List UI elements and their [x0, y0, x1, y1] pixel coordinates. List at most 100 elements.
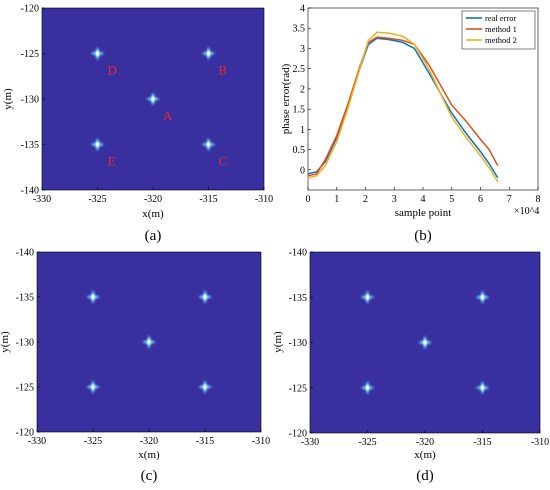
panel-c-ylabel: y(m) [0, 331, 11, 353]
y-tick-label: 4 [300, 4, 305, 15]
panel-a-marks: D B A E C [88, 44, 228, 169]
legend-label-method-2: method 2 [485, 35, 517, 45]
series-line-real-error [307, 37, 499, 179]
panel-a-xlabel: x(m) [142, 208, 164, 220]
x-tick-label: 0 [306, 194, 311, 205]
y-tick-label: 2.5 [293, 64, 306, 75]
peak-core [480, 295, 485, 299]
peak-core [365, 386, 370, 390]
panel-b-caption: (b) [414, 228, 432, 244]
peak-core [91, 385, 95, 389]
peak-4 [473, 378, 492, 397]
peak-core [206, 51, 211, 56]
y-tick-label: 0.5 [293, 145, 306, 156]
legend-label-method-1: method 1 [485, 24, 517, 34]
x-tick-label: 5 [449, 194, 454, 205]
panel-b-lines [307, 31, 499, 183]
panel-a-caption: (a) [145, 228, 162, 244]
panel-b-x-multiplier: ×10^4 [514, 206, 539, 217]
x-tick-label: -315 [199, 194, 217, 205]
x-tick-label: -320 [416, 437, 434, 448]
peak-core [147, 340, 151, 344]
y-tick-label: -130 [21, 95, 39, 106]
panel-a-ylabel: y(m) [2, 88, 14, 110]
y-tick-label: 1 [300, 125, 305, 136]
peak-2 [140, 333, 158, 351]
x-tick-label: -310 [531, 437, 549, 448]
peak-core [480, 386, 485, 390]
y-tick-label: -135 [16, 293, 34, 304]
x-tick-label: -325 [358, 437, 376, 448]
panel-b-legend: real error method 1 method 2 [461, 10, 536, 50]
panel-b: 0 1 2 3 4 5 6 7 800.511.522.533.54 sample point … [280, 4, 541, 245]
y-tick-label: 0 [300, 165, 305, 176]
peak-core [423, 340, 427, 345]
panel-d-xlabel: x(m) [414, 449, 436, 461]
peak-1 [196, 288, 214, 306]
peak-core [151, 97, 155, 101]
y-tick-label: -120 [21, 4, 39, 15]
series-line-method-1 [307, 36, 499, 177]
panel-c-xlabel: x(m) [138, 449, 160, 461]
x-tick-label: 1 [334, 194, 339, 205]
y-tick-label: 3.5 [293, 24, 306, 35]
series-line-method-2 [307, 31, 499, 183]
panel-d-marks [358, 288, 492, 397]
y-tick-label: -140 [16, 248, 34, 259]
point-label-b: B [219, 63, 228, 78]
peak-0 [84, 288, 102, 306]
x-tick-label: -320 [144, 194, 162, 205]
x-tick-label: 8 [536, 194, 541, 205]
peak-core [95, 51, 100, 56]
panel-c: -330 -325 -320 -315 -310 -140 -135 -130 -125 -120… [0, 248, 270, 485]
peak-b [199, 44, 218, 63]
peak-3 [358, 378, 377, 397]
x-tick-label: -315 [196, 436, 214, 447]
peak-a [144, 90, 162, 108]
peak-2 [416, 333, 434, 352]
peak-core [365, 295, 370, 299]
panel-a: D B A E C -330 -325 -320 -315 -310 -120 -125 -130 -1… [2, 4, 273, 245]
peak-core [203, 385, 207, 389]
peak-e [88, 135, 107, 154]
peak-core [203, 295, 207, 299]
point-label-d: D [108, 63, 117, 78]
y-tick-label: -140 [21, 186, 39, 197]
y-tick-label: -125 [16, 383, 34, 394]
x-tick-label: -310 [252, 436, 270, 447]
x-tick-label: -320 [140, 436, 158, 447]
peak-1 [473, 288, 492, 307]
y-tick-label: -125 [21, 49, 39, 60]
panel-d-ticks: -330 -325 -320 -315 -310 -140 -135 -130 -125 -120 [289, 248, 550, 449]
peak-0 [358, 288, 377, 307]
y-tick-label: -140 [289, 248, 307, 259]
panel-c-marks [84, 288, 214, 396]
peak-4 [196, 378, 214, 396]
x-tick-label: -315 [473, 437, 491, 448]
peak-core [206, 142, 211, 147]
x-tick-label: -325 [84, 436, 102, 447]
peak-d [88, 44, 107, 63]
panel-d: -330 -325 -320 -315 -310 -140 -135 -130 -125 -120… [272, 248, 549, 485]
panel-a-ticks: -330 -325 -320 -315 -310 -120 -125 -130 -135 -140 [21, 4, 274, 206]
x-tick-label: 3 [392, 194, 397, 205]
point-label-c: C [219, 154, 228, 169]
panel-d-ylabel: y(m) [272, 331, 284, 353]
peak-core [95, 142, 100, 147]
x-tick-label: 6 [478, 194, 483, 205]
x-tick-label: 2 [363, 194, 368, 205]
y-tick-label: 2 [300, 84, 305, 95]
x-tick-label: -330 [28, 436, 46, 447]
y-tick-label: 1.5 [293, 105, 306, 116]
x-tick-label: -325 [88, 194, 106, 205]
x-tick-label: -310 [255, 194, 273, 205]
y-tick-label: -120 [16, 428, 34, 439]
x-tick-label: 4 [421, 194, 426, 205]
panel-c-caption: (c) [141, 468, 158, 484]
legend-label-real-error: real error [485, 13, 517, 23]
x-tick-label: -330 [301, 437, 319, 448]
panel-d-caption: (d) [416, 468, 434, 484]
y-tick-label: -130 [16, 338, 34, 349]
x-tick-label: 7 [507, 194, 512, 205]
